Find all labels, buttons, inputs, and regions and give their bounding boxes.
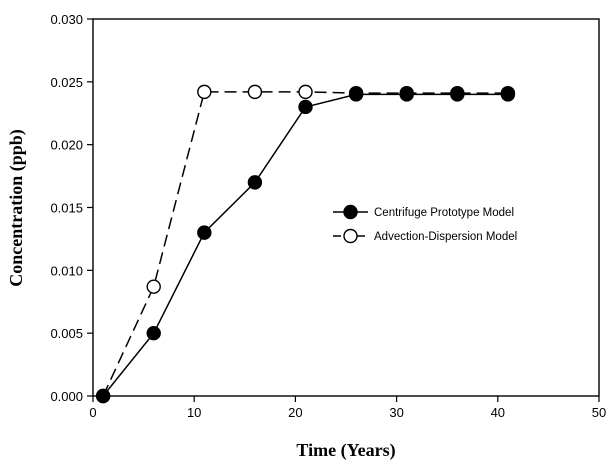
x-axis-title: Time (Years) (296, 440, 395, 461)
y-tick-label: 0.015 (50, 201, 83, 216)
x-axis-ticks: 0 10 20 30 40 50 (89, 396, 606, 420)
x-tick-label: 30 (389, 405, 403, 420)
data-point-filled (450, 87, 465, 102)
data-point-filled (197, 225, 212, 240)
x-tick-label: 50 (592, 405, 606, 420)
y-tick-label: 0.020 (50, 138, 83, 153)
legend-label: Centrifuge Prototype Model (374, 207, 514, 219)
data-point-filled (247, 175, 263, 190)
data-point-filled (298, 99, 313, 115)
series-layer (95, 84, 516, 404)
data-point-filled (348, 87, 364, 102)
x-tick-label: 0 (89, 405, 96, 420)
data-point-filled (146, 325, 161, 341)
legend: Centrifuge Prototype Model Advection-Disp… (333, 204, 517, 244)
data-point-filled (95, 388, 111, 404)
x-tick-label: 20 (288, 405, 302, 420)
x-tick-label: 40 (491, 405, 505, 420)
y-axis-ticks: 0.000 0.005 0.010 0.015 0.020 0.025 0.030 (50, 12, 93, 404)
data-point-open (146, 279, 161, 294)
data-point-open (247, 84, 263, 100)
legend-marker-open (343, 228, 358, 244)
y-tick-label: 0.000 (50, 389, 83, 404)
y-tick-label: 0.025 (50, 75, 83, 90)
series-centrifuge-prototype (95, 87, 516, 404)
legend-marker-filled (343, 204, 358, 220)
y-tick-label: 0.010 (50, 263, 83, 278)
data-point-filled (500, 87, 516, 102)
data-point-open (298, 84, 313, 100)
series-advection-dispersion (95, 84, 516, 404)
legend-label: Advection-Dispersion Model (374, 231, 517, 243)
data-point-open (197, 84, 212, 100)
legend-item: Advection-Dispersion Model (333, 228, 517, 244)
data-point-filled (399, 87, 414, 102)
y-tick-label: 0.030 (50, 12, 83, 27)
y-axis-title: Concentration (ppb) (6, 129, 27, 287)
x-tick-label: 10 (187, 405, 201, 420)
legend-item: Centrifuge Prototype Model (333, 204, 514, 220)
series-line (102, 91, 508, 397)
y-tick-label: 0.005 (50, 326, 83, 341)
